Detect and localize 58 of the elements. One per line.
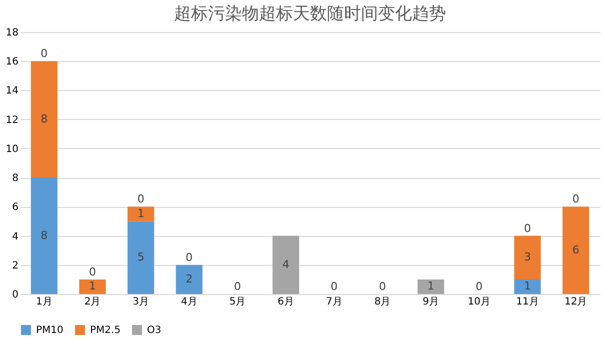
data-label: 0 bbox=[524, 222, 531, 235]
bar bbox=[30, 178, 58, 294]
legend-label: PM2.5 bbox=[90, 325, 121, 336]
data-label: 1 bbox=[137, 206, 144, 220]
bar bbox=[176, 264, 202, 294]
y-tick-label: 0 bbox=[12, 290, 18, 300]
data-label: 0 bbox=[137, 192, 144, 206]
data-label: 0 bbox=[89, 265, 96, 278]
x-tick-label: 2月 bbox=[84, 296, 101, 308]
bar bbox=[128, 206, 154, 222]
y-tick-label: 2 bbox=[12, 260, 18, 272]
chart-title: 超标污染物超标天数随时间变化趋势 bbox=[174, 4, 446, 24]
x-tick-label: 3月 bbox=[132, 296, 150, 308]
data-label: 3 bbox=[524, 250, 531, 264]
x-tick-label: 4月 bbox=[180, 296, 198, 308]
y-tick-label: 14 bbox=[6, 86, 18, 97]
x-tick-label: 9月 bbox=[422, 296, 440, 308]
data-label: 0 bbox=[234, 280, 241, 293]
bar bbox=[562, 206, 590, 294]
y-tick-label: 10 bbox=[6, 144, 18, 155]
data-label: 0 bbox=[330, 280, 338, 293]
y-tick-label: 8 bbox=[12, 173, 18, 184]
legend-label: O3 bbox=[147, 325, 162, 336]
data-label: 0 bbox=[186, 250, 193, 264]
data-label: 1 bbox=[524, 280, 531, 293]
x-tick-label: 12月 bbox=[564, 296, 588, 308]
bar bbox=[418, 279, 444, 294]
data-label: 0 bbox=[476, 280, 483, 293]
data-label: 4 bbox=[282, 258, 290, 271]
data-label: 0 bbox=[379, 280, 386, 293]
x-tick-label: 6月 bbox=[278, 296, 294, 308]
x-tick-label: 5月 bbox=[229, 296, 246, 308]
data-label: 0 bbox=[40, 47, 48, 60]
bar bbox=[79, 279, 106, 294]
data-label: 8 bbox=[40, 228, 48, 242]
data-label: 6 bbox=[572, 243, 580, 256]
y-tick-label: 4 bbox=[12, 231, 18, 242]
y-tick-label: 12 bbox=[6, 114, 18, 126]
y-tick-label: 18 bbox=[6, 28, 18, 38]
y-tick-label: 6 bbox=[12, 202, 18, 214]
data-label: 8 bbox=[40, 112, 48, 126]
data-label: 5 bbox=[137, 250, 144, 264]
x-tick-label: 11月 bbox=[516, 296, 539, 308]
x-tick-label: 8月 bbox=[374, 296, 391, 308]
bar bbox=[128, 221, 154, 294]
bar bbox=[514, 236, 541, 280]
data-label: 1 bbox=[89, 280, 96, 293]
x-tick-label: 7月 bbox=[326, 296, 342, 308]
x-tick-label: 10月 bbox=[468, 296, 491, 308]
data-label: 0 bbox=[572, 192, 580, 206]
bar bbox=[272, 236, 300, 294]
data-label: 1 bbox=[427, 280, 434, 293]
data-label: 2 bbox=[186, 272, 193, 286]
bar bbox=[514, 279, 541, 294]
x-tick-label: 1月 bbox=[36, 296, 52, 308]
y-tick-label: 16 bbox=[6, 56, 18, 68]
legend-label: PM10 bbox=[36, 325, 64, 336]
bar bbox=[30, 61, 58, 178]
